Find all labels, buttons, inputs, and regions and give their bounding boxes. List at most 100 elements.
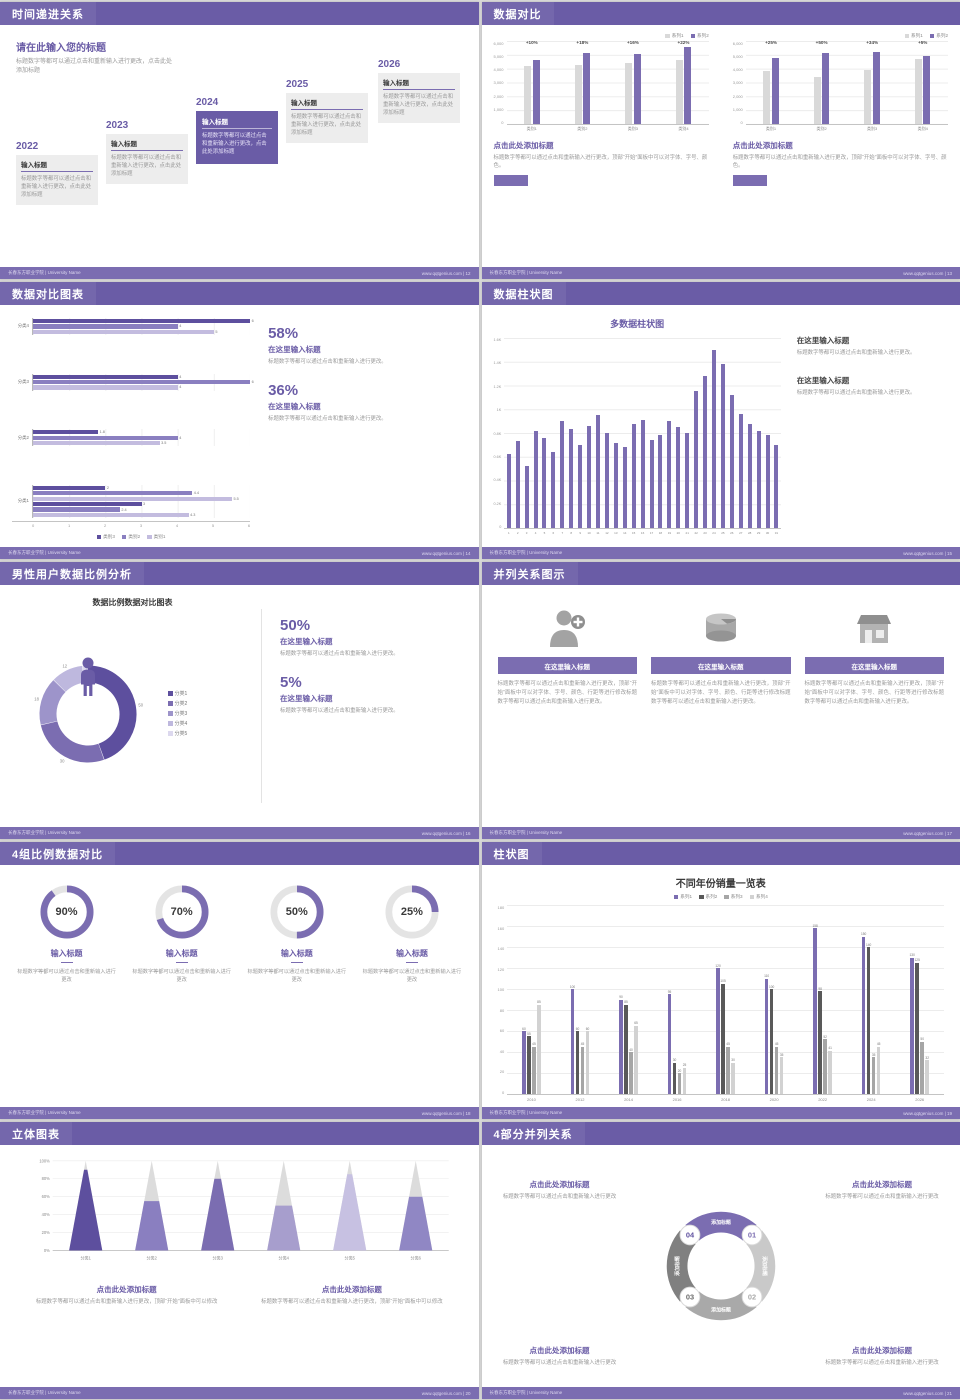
bar (640, 419, 645, 528)
diagram-segment (746, 1230, 776, 1302)
slide-thumbnail-12[interactable]: 时间递进关系 请在此输入您的标题 标题数字等都可以通过点击和重新输入进行更改，点… (0, 2, 479, 279)
stats-area: 58% 在这里输入标题 标题数字等都可以通过点击和重新输入进行更改。 36% 在… (250, 315, 466, 541)
bar-group: +16% (608, 40, 659, 124)
bar-value: 35 (779, 1052, 784, 1057)
legend-label: 系列1 (671, 33, 684, 38)
bar-cluster: 分类1 2 4.4 5.5 3 2.4 4.3 (12, 484, 251, 518)
bar-group (665, 338, 674, 528)
ring-text: 标题数字等都可以通过点击和重新输入进行更改 (362, 969, 462, 984)
slide-footer: 长春东方职业学院 | University Name www.qqtgenius.… (481, 547, 960, 559)
axis-label: 类别3 (867, 126, 878, 131)
slide-header: 男性用户数据比例分析 (0, 562, 479, 585)
slide-thumbnail-19[interactable]: 柱状图 不同年份销量一览表 系列1 系列2 系列3 系列4 180 160 140 1… (481, 842, 960, 1119)
axis-label: 分类4 (17, 323, 29, 329)
chart-title: 不同年份销量一览表 (675, 879, 766, 890)
slide-header: 立体图表 (0, 1122, 479, 1145)
bar (33, 435, 178, 440)
slide-footer: 长春东方职业学院 | University Name www.qqtgenius.… (481, 827, 960, 839)
x-axis: 类别1 类别2 类别3 类别4 (507, 125, 709, 133)
slide-thumbnail-18[interactable]: 4组比例数据对比 90% 输入标题 标题数字等都可以通过点击和重新输入进行更改 … (0, 842, 479, 1119)
chart-legend: 分类1 分类2 分类3 分类4 分类5 (168, 690, 187, 737)
axis-label: 11 (596, 531, 600, 535)
bar (676, 427, 681, 528)
ring-chart-1: 90% 输入标题 标题数字等都可以通过点击和重新输入进行更改 (14, 885, 119, 1107)
donut-value: 12 (62, 663, 67, 668)
stat-title: 在这里输入标题 (280, 694, 333, 704)
bar-line: 2 (33, 485, 250, 491)
axis-label: 10 (587, 531, 591, 535)
slide-thumbnail-17[interactable]: 并列关系图示 在这里输入标题 标题数字等都可以通过点击和重新输入进行更改，顶部“… (481, 562, 960, 839)
axis-tick: 0 (501, 119, 504, 125)
bar-group (701, 338, 710, 528)
bar (560, 421, 565, 528)
pct-note: +34% (866, 40, 879, 45)
ring-svg (385, 885, 439, 939)
timeline-item-2026: 2026 输入标题 标题数字等都可以通过点击和重新输入进行更改，点击此处添加标题 (378, 59, 460, 124)
legend-label: 系列4 (756, 894, 768, 899)
slide-thumbnail-21[interactable]: 4部分并列关系 添加标题 添加标题 添加标题 添加标题 01 02 03 04 点击此处添加标… (481, 1122, 960, 1399)
axis-tick: 0.8K (493, 431, 502, 436)
bar: 60 (576, 1027, 579, 1094)
captions: 点击此处添加标题 标题数字等都可以通过点击和重新输入进行更改，顶部“开始”面板中… (14, 1284, 465, 1306)
axis-label: 类别4 (917, 126, 928, 131)
footer-page: www.qqtgenius.com | 17 (903, 830, 952, 836)
axis-label: 分类6 (411, 1254, 422, 1260)
slide-thumbnail-13[interactable]: 数据对比 系列1 系列2 6,000 5,000 4,000 3,000 2,000 1,… (481, 2, 960, 279)
bar-value: 4 (179, 324, 182, 329)
bar-group (710, 338, 719, 528)
slide-thumbnail-16[interactable]: 男性用户数据比例分析 数据比例数据对比图表 503018122 分类1 分类2 … (0, 562, 479, 839)
card-title: 输入标题 (202, 116, 272, 129)
divider (405, 962, 418, 963)
axis-label: 类别1 (765, 126, 777, 131)
slide-header: 数据柱状图 (481, 282, 960, 305)
caption-title: 点击此处添加标题 (529, 1345, 590, 1355)
footer-school: 长春东方职业学院 | University Name (8, 830, 81, 835)
slide-thumbnail-14[interactable]: 数据对比图表 分类4 6 4 5 分类3 4 6 4 分类2 1.8 4 3.5 分类1 2 4.4 5.5 3… (0, 282, 479, 559)
footer-page: www.qqtgenius.com | 13 (903, 270, 952, 276)
bar-value: 4 (179, 385, 182, 390)
legend-label: 分类2 (174, 701, 188, 707)
axis-tick: 80% (42, 1176, 51, 1181)
axis-tick: 0 (740, 119, 743, 125)
axis-label: 14 (623, 531, 627, 535)
slide-thumbnail-20[interactable]: 立体图表 100% 80% 60% 40% 20% 0% 分类1 分类2 分类3 分类4 分类5 分类… (0, 1122, 479, 1399)
bar: 100 (769, 985, 774, 1094)
bar (649, 440, 654, 528)
chart-legend: 系列1 系列2 系列3 系列4 (498, 894, 945, 900)
bar-group (611, 338, 620, 528)
bar-group (754, 338, 763, 528)
bar (923, 55, 931, 124)
caption-title: 点击此处添加标题 (529, 1180, 590, 1189)
pct-note: +22% (677, 40, 690, 45)
axis-tick: 20% (42, 1230, 51, 1235)
y-axis: 6,000 5,000 4,000 3,000 2,000 1,000 0 (494, 41, 507, 133)
legend-item: 系列1 (904, 33, 923, 39)
legend-swatch (96, 534, 102, 540)
bar (524, 65, 532, 124)
axis-label: 6 (552, 531, 555, 535)
axis-label: 类别2 (577, 126, 588, 131)
legend-label: 类别1 (153, 534, 166, 539)
axis-label: 28 (747, 531, 752, 535)
axis-label: 分类2 (147, 1254, 158, 1260)
x-axis: 0 1 2 3 4 5 6 (12, 522, 250, 529)
bar-group (772, 338, 781, 528)
axis-tick: 5,000 (732, 54, 743, 60)
legend-label: 分类5 (174, 731, 188, 737)
bar-line: 4 (33, 435, 250, 440)
bar (747, 423, 752, 528)
slide-thumbnail-15[interactable]: 数据柱状图 多数据柱状图 1.6K 1.4K 1.2K 1K 0.8K 0.6K 0.4K 0… (481, 282, 960, 559)
card-title: 输入标题 (21, 159, 93, 172)
caption-text: 标题数字等都可以通过点击和重新输入进行更改 (825, 1359, 939, 1366)
slide-header: 4部分并列关系 (481, 1122, 960, 1145)
bar-group (513, 338, 522, 528)
bar-value: 4 (179, 374, 182, 379)
slide-body: 分类4 6 4 5 分类3 4 6 4 分类2 1.8 4 3.5 分类1 2 4.4 5.5 3 2.4 4.3 0… (0, 305, 479, 547)
slide-title: 并列关系图示 (481, 562, 578, 585)
caption-text: 标题数字等都可以通过点击和重新输入进行更改，顶部“开始”面板中可以对字体、字号、… (732, 155, 947, 170)
bar (694, 391, 699, 528)
bar (675, 60, 683, 124)
chart-area: 数据比例数据对比图表 503018122 分类1 分类2 分类3 分类4 分类5 (10, 593, 255, 819)
axis-tick: 1.6K (493, 338, 502, 342)
axis-label: 2026 (915, 1096, 925, 1102)
